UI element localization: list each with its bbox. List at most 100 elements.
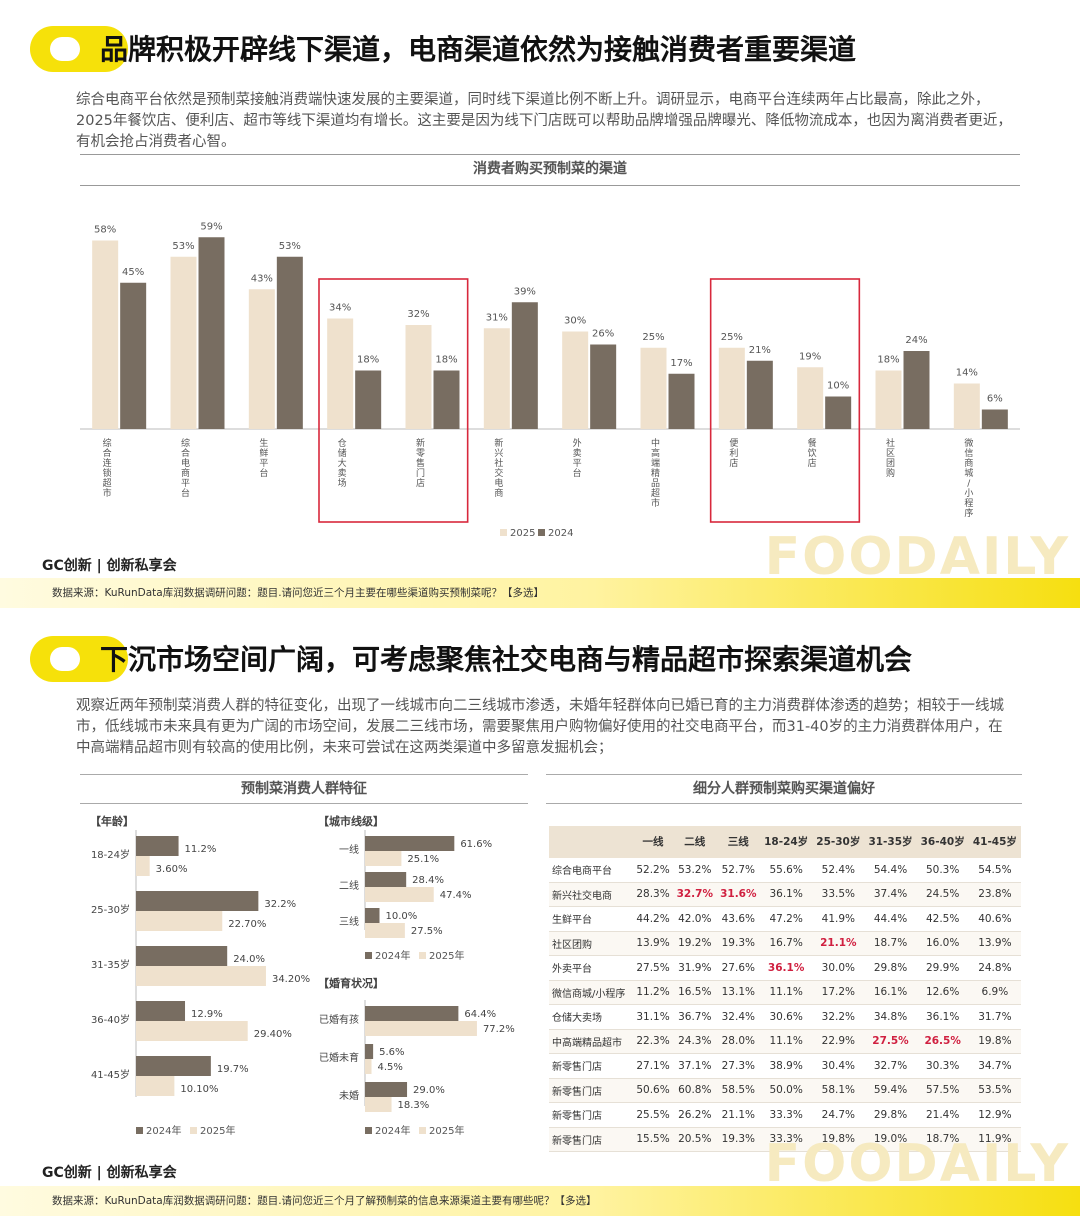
data-label-2024: 6% xyxy=(987,394,1003,405)
table-cell: 31.6% xyxy=(716,882,761,907)
row-label: 新零售门店 xyxy=(549,1127,633,1152)
table-row: 新零售门店 27.1% 37.1% 27.3% 38.9% 30.4% 32.7% 30.3%… xyxy=(549,1053,1021,1079)
table-header-row: 一线 二线 三线 18-24岁 25-30岁 31-35岁 36-40岁 41-45岁 xyxy=(549,826,1021,858)
bar-2025 xyxy=(136,1021,248,1041)
table-cell: 18.7% xyxy=(916,1127,969,1152)
data-label-2025: 27.5% xyxy=(411,926,443,937)
category-char: 饮 xyxy=(808,447,817,459)
category-char: 门 xyxy=(416,467,425,479)
category-char: 台 xyxy=(181,487,190,499)
table-cell: 16.5% xyxy=(673,980,717,1005)
category-char: 售 xyxy=(416,457,425,469)
category-char: 新 xyxy=(494,437,503,449)
table-cell: 31.9% xyxy=(673,955,717,981)
data-label-2024: 32.2% xyxy=(264,899,296,910)
table-row: 综合电商平台 52.2% 53.2% 52.7% 55.6% 52.4% 54.4% 50.3… xyxy=(549,858,1021,883)
slide1-intro: 综合电商平台依然是预制菜接触消费端快速发展的主要渠道，同时线下渠道比例不断上升。… xyxy=(76,92,1012,150)
data-label-2025: 47.4% xyxy=(440,890,472,901)
data-label-2025: 29.40% xyxy=(254,1029,292,1040)
data-label-2025: 77.2% xyxy=(483,1024,515,1035)
row-label: 新零售门店 xyxy=(549,1102,633,1128)
category-char: 外 xyxy=(573,437,582,449)
table-cell: 33.3% xyxy=(760,1102,813,1128)
group-category-label: 一线 xyxy=(339,843,359,856)
bar-2024 xyxy=(365,908,380,923)
data-label-2024: 5.6% xyxy=(379,1047,404,1058)
table-cell: 53.2% xyxy=(673,858,717,883)
data-label-2025: 53% xyxy=(172,241,194,252)
legend-swatch-2024 xyxy=(538,529,545,536)
category-char: 高 xyxy=(651,447,660,459)
column-header: 41-45岁 xyxy=(968,826,1021,858)
table-cell: 11.2% xyxy=(633,980,674,1005)
category-char: / xyxy=(967,479,971,489)
bar-2025 xyxy=(248,289,275,429)
category-char: 兴 xyxy=(494,448,503,459)
category-char: 仓 xyxy=(338,437,347,449)
slide-channels: 品牌积极开辟线下渠道，电商渠道依然为接触消费者重要渠道 综合电商平台依然是预制菜… xyxy=(0,26,1080,608)
data-label-2025: 19% xyxy=(799,351,821,362)
table-cell: 32.4% xyxy=(716,1004,761,1030)
table-cell: 36.1% xyxy=(916,1004,969,1030)
bar-2025 xyxy=(562,331,589,429)
category-char: 社 xyxy=(494,457,503,469)
data-label-2024: 64.4% xyxy=(464,1009,496,1020)
category-char: 小 xyxy=(964,488,973,499)
data-label-2024: 19.7% xyxy=(217,1064,249,1075)
category-char: 市 xyxy=(651,497,660,509)
data-label-2024: 39% xyxy=(514,286,536,297)
category-label: 微信商城/小程序 xyxy=(964,437,973,519)
table-cell: 38.9% xyxy=(760,1053,813,1079)
data-label-2025: 22.70% xyxy=(228,919,266,930)
data-label-2025: 18% xyxy=(877,355,899,366)
data-label-2025: 58% xyxy=(94,225,116,236)
legend-swatch-2024 xyxy=(365,1127,372,1134)
data-label-2025: 32% xyxy=(407,309,429,320)
category-char: 市 xyxy=(103,487,112,499)
legend-swatch-2024 xyxy=(136,1127,143,1134)
group-category-label: 未婚 xyxy=(339,1089,359,1102)
category-char: 鲜 xyxy=(259,447,268,459)
bar-2024 xyxy=(136,946,228,966)
table-cell: 57.5% xyxy=(916,1078,969,1103)
bar-2024 xyxy=(365,1006,459,1021)
data-label-2024: 11.2% xyxy=(185,844,217,855)
table-cell: 29.8% xyxy=(864,1102,917,1128)
brand-logo: GC创新 | 创新私享会 xyxy=(42,558,177,574)
table-cell: 21.4% xyxy=(916,1102,969,1128)
table-cell: 19.8% xyxy=(968,1029,1021,1054)
category-char: 合 xyxy=(181,447,190,459)
category-char: 大 xyxy=(338,457,347,469)
row-label: 综合电商平台 xyxy=(549,858,633,883)
channel-bar-chart: 58%45%综合连锁超市53%59%综合电商平台43%53%生鲜平台34%18%… xyxy=(80,221,1020,539)
table-cell: 53.5% xyxy=(968,1078,1021,1103)
bar-2025 xyxy=(365,923,405,938)
bar-2024 xyxy=(903,351,930,429)
table-cell: 41.9% xyxy=(812,906,865,932)
bar-2024 xyxy=(825,396,852,429)
table-cell: 30.3% xyxy=(916,1053,969,1079)
row-label: 新兴社交电商 xyxy=(549,882,633,907)
row-label: 微信商城/小程序 xyxy=(549,980,633,1005)
bar-2024 xyxy=(136,1001,186,1021)
consumer-panel-title: 预制菜消费人群特征 xyxy=(80,774,528,804)
table-cell: 13.9% xyxy=(633,931,674,956)
table-row: 仓储大卖场 31.1% 36.7% 32.4% 30.6% 32.2% 34.8% 36.1%… xyxy=(549,1004,1021,1030)
table-cell: 28.0% xyxy=(716,1029,761,1054)
highlight-box xyxy=(318,278,469,523)
bar-2024 xyxy=(511,302,538,429)
table-row: 微信商城/小程序 11.2% 16.5% 13.1% 11.1% 17.2% 16.1% 12… xyxy=(549,980,1021,1005)
bar-2025 xyxy=(136,1076,175,1096)
table-cell: 27.3% xyxy=(716,1053,761,1079)
table-row: 生鲜平台 44.2% 42.0% 43.6% 47.2% 41.9% 44.4% 42.5% 4… xyxy=(549,906,1021,932)
bar-2025 xyxy=(640,347,667,429)
channel-chart-title: 消费者购买预制菜的渠道 xyxy=(473,161,627,177)
table-cell: 21.1% xyxy=(716,1102,761,1128)
category-char: 卖 xyxy=(573,448,582,459)
table-cell: 31.7% xyxy=(968,1004,1021,1030)
table-cell: 19.3% xyxy=(716,931,761,956)
table-cell: 15.5% xyxy=(633,1127,674,1152)
bar-2024 xyxy=(668,373,695,429)
row-label: 生鲜平台 xyxy=(549,906,633,932)
bar-2024 xyxy=(276,256,303,429)
